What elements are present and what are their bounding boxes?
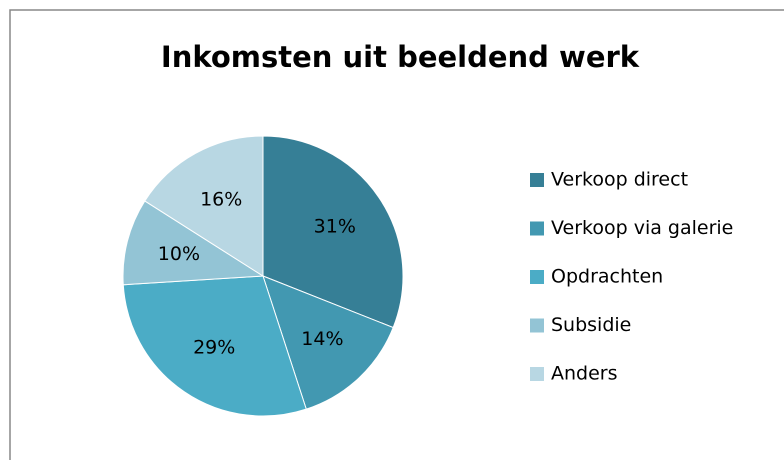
legend-label: Subsidie xyxy=(551,314,631,336)
pie-slice xyxy=(262,135,404,329)
legend-label: Opdrachten xyxy=(551,266,663,288)
legend-swatch xyxy=(530,173,544,187)
legend-label: Verkoop direct xyxy=(551,169,688,191)
pie-slice xyxy=(122,275,307,417)
data-label: 31% xyxy=(314,216,356,238)
data-label: 14% xyxy=(301,328,343,350)
data-label: 16% xyxy=(200,188,242,210)
legend-label: Anders xyxy=(551,363,618,385)
legend-swatch xyxy=(530,367,544,381)
chart-title: Inkomsten uit beeldend werk xyxy=(161,40,640,74)
legend-swatch xyxy=(530,318,544,333)
legend-swatch xyxy=(530,221,544,236)
pie-slice xyxy=(144,135,264,277)
pie-slice xyxy=(122,200,265,286)
data-label: 10% xyxy=(158,243,200,265)
legend-swatch xyxy=(530,270,544,284)
data-label: 29% xyxy=(193,336,235,358)
legend-label: Verkoop via galerie xyxy=(551,217,733,239)
